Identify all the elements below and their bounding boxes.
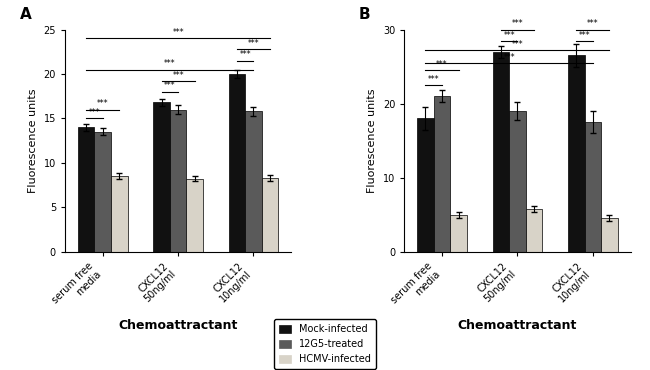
Legend: Mock-infected, 12G5-treated, HCMV-infected: Mock-infected, 12G5-treated, HCMV-infect… (274, 319, 376, 369)
Bar (111, 176, 127, 252)
Text: B: B (359, 7, 370, 23)
Text: ***: *** (164, 81, 176, 90)
Y-axis label: Fluorescence units: Fluorescence units (367, 88, 378, 193)
X-axis label: Chemoattractant: Chemoattractant (118, 319, 238, 332)
Text: ***: *** (88, 108, 100, 117)
Text: ***: *** (248, 39, 259, 48)
Y-axis label: Fluorescence units: Fluorescence units (28, 88, 38, 193)
Bar (450, 215, 467, 252)
X-axis label: Chemoattractant: Chemoattractant (458, 319, 577, 332)
Text: ***: *** (428, 75, 439, 84)
Text: ***: *** (512, 20, 523, 28)
Bar (153, 102, 170, 252)
Text: ***: *** (436, 60, 448, 69)
Text: ***: *** (172, 28, 184, 37)
Bar (187, 179, 203, 252)
Text: ***: *** (587, 20, 599, 28)
Text: ***: *** (172, 71, 184, 80)
Bar (78, 127, 94, 252)
Bar (170, 110, 187, 252)
Bar (229, 74, 245, 252)
Bar (417, 118, 434, 252)
Text: ***: *** (578, 31, 590, 40)
Bar (94, 132, 111, 252)
Text: ***: *** (512, 40, 523, 49)
Bar (526, 209, 542, 252)
Bar (434, 96, 450, 252)
Bar (509, 111, 526, 252)
Bar (568, 56, 584, 252)
Bar (584, 122, 601, 252)
Text: A: A (20, 7, 31, 23)
Text: ***: *** (164, 59, 176, 68)
Text: ***: *** (503, 31, 515, 40)
Bar (601, 218, 618, 252)
Text: ***: *** (239, 50, 251, 59)
Bar (262, 178, 278, 252)
Text: ***: *** (97, 99, 109, 108)
Bar (493, 52, 509, 252)
Bar (245, 111, 262, 252)
Text: ***: *** (503, 53, 515, 62)
